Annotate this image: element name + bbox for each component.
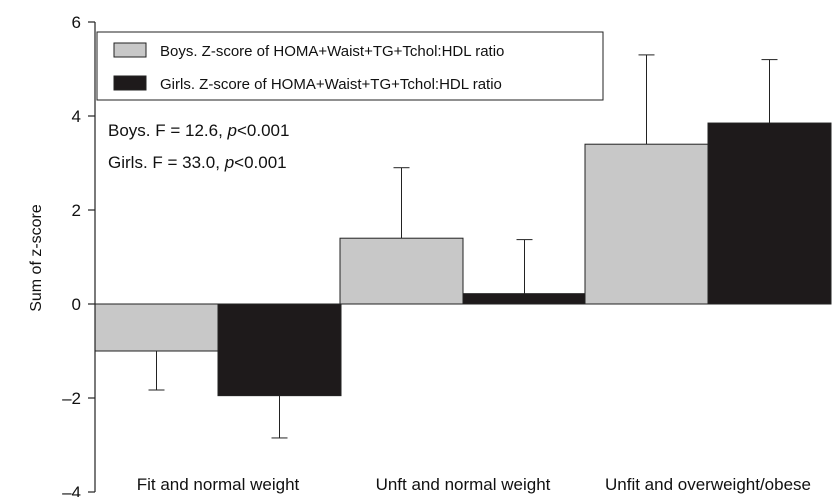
category-label-1: Unft and normal weight <box>376 475 551 494</box>
y-axis: 6 4 2 0 –2 –4 <box>62 13 96 497</box>
legend-swatch-girls <box>113 75 147 91</box>
annotation-boys-suffix: <0.001 <box>237 121 289 140</box>
y-tick-label: 6 <box>72 13 81 32</box>
bar-girls-2 <box>707 122 832 305</box>
annotation-girls-italic: p <box>224 153 234 172</box>
bar-girls-0 <box>217 303 342 397</box>
legend-label-boys: Boys. Z-score of HOMA+Waist+TG+Tchol:HDL… <box>160 43 504 60</box>
legend-box <box>96 31 604 101</box>
legend: Boys. Z-score of HOMA+Waist+TG+Tchol:HDL… <box>96 31 604 101</box>
category-label-2: Unfit and overweight/obese <box>605 475 811 494</box>
legend-label-girls: Girls. Z-score of HOMA+Waist+TG+Tchol:HD… <box>160 76 502 93</box>
y-tick-label: –4 <box>62 483 81 497</box>
y-tick-label: 4 <box>72 107 81 126</box>
annotations: Boys. F = 12.6, p<0.001 Girls. F = 33.0,… <box>108 121 289 172</box>
annotation-girls-prefix: Girls. F = 33.0, <box>108 153 225 172</box>
category-labels: Fit and normal weight Unft and normal wei… <box>137 475 811 494</box>
error-bars-layer <box>148 54 778 439</box>
annotation-boys-f-stat: Boys. F = 12.6, p<0.001 <box>108 121 289 140</box>
annotation-boys-italic: p <box>227 121 237 140</box>
y-axis-label: Sum of z-score <box>28 204 45 312</box>
y-tick-label: –2 <box>62 389 81 408</box>
bar-boys-0 <box>94 303 219 352</box>
category-label-0: Fit and normal weight <box>137 475 300 494</box>
bar-boys-1 <box>339 237 464 305</box>
bar-boys-2 <box>584 143 709 305</box>
annotation-girls-f-stat: Girls. F = 33.0, p<0.001 <box>108 153 287 172</box>
bar-girls-1 <box>462 293 587 305</box>
y-tick-label: 0 <box>72 295 81 314</box>
annotation-boys-prefix: Boys. F = 12.6, <box>108 121 228 140</box>
annotation-girls-suffix: <0.001 <box>234 153 286 172</box>
legend-swatch-boys <box>113 42 147 58</box>
y-tick-label: 2 <box>72 201 81 220</box>
